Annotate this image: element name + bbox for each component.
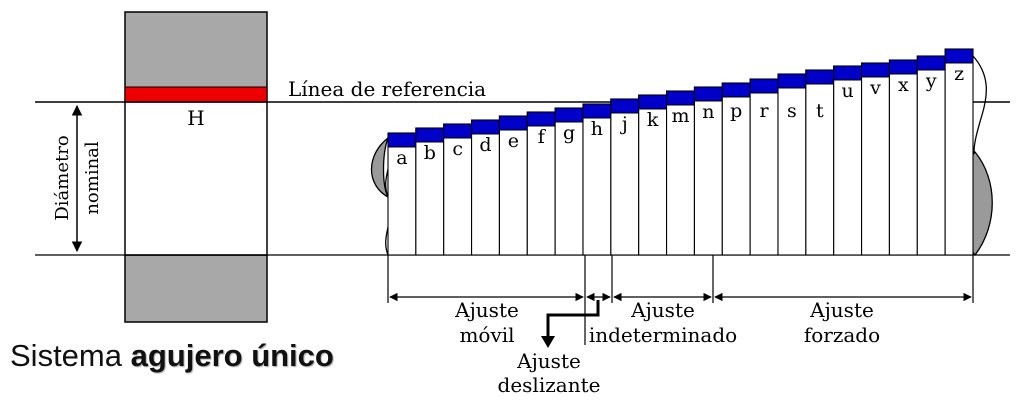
shaft-letter-m: m [671,105,689,127]
tolerance-zone-g [554,107,584,123]
tolerance-zone-e [498,115,528,131]
shaft-tolerance-bars: a b c d e f g h j k m n p r s tu v x y z [387,48,974,256]
shaft-letter-n: n [702,101,714,123]
fit-forzado-line1: Ajuste [809,298,874,322]
shaft-bar-p [721,82,751,256]
shaft-letter-j: j [620,113,628,135]
tolerance-zone-z [944,48,974,64]
shaft-letter-d: d [479,134,491,156]
tolerance-zone-v [861,62,890,78]
shaft-bar-n [693,86,723,256]
tolerance-zone-x [888,59,918,75]
shaft-letter-s: s [787,100,797,122]
tolerance-zone-f [526,111,556,127]
fit-forzado-line2: forzado [804,323,880,347]
shaft-letter-u: u [842,80,854,102]
shaft-letter-r: r [760,100,770,122]
shaft-bar-d [471,119,500,256]
tolerance-zone-j [610,98,640,114]
system-title: Sistema agujero único [10,338,334,374]
shaft-letter-y: y [925,70,937,92]
tolerance-zone-p [721,82,751,98]
shaft-letter-g: g [563,122,575,144]
tolerance-zone-r [749,78,779,94]
fit-indeterminado-line1: Ajuste [630,298,695,322]
shaft-letter-z: z [954,63,964,85]
tolerance-zone-u [833,65,863,81]
shaft-letter-a: a [396,147,407,169]
shaft-letter-v: v [869,77,881,99]
shaft-bar-u [833,65,863,256]
system-title-bold: agujero único [130,338,334,373]
shaft-bar-m [666,90,695,256]
nominal-label-line1: Diámetro [52,135,73,220]
tolerance-zone-a [387,132,417,148]
shaft-letter-c: c [452,138,463,160]
tolerance-zone-c [443,123,473,139]
shaft-letter-f: f [538,126,547,148]
shaft-letter-e: e [508,130,519,152]
shaft-right-outline [972,55,987,161]
nominal-label-line2: nominal [82,141,103,215]
shaft-bar-z [944,48,974,256]
shaft-bar-g [554,107,584,256]
shaft-bar-k [638,94,668,256]
shaft-letter-b: b [424,142,436,164]
shaft-letter-k: k [647,109,659,131]
tolerance-zone-d [471,119,500,135]
tolerance-zone-t [805,69,835,85]
tolerance-zone-m [666,90,695,106]
shaft-letter-h: h [591,118,603,140]
sliding-fit-arrowhead [541,336,555,348]
tolerance-zone-h [582,103,612,119]
tolerance-zone-k [638,94,668,110]
shaft-bar-s [777,73,807,256]
shaft-letter-p: p [730,100,742,122]
fit-indeterminado-line2: indeterminado [589,323,737,347]
tolerance-zone-b [415,127,445,143]
shaft-letter-t: t [816,100,824,122]
sliding-fit-line2: deslizante [498,373,601,397]
fit-movil-line1: Ajuste [454,298,519,322]
sliding-fit-pointer [546,300,600,338]
tolerance-zone-n [693,86,723,102]
tolerance-zone-s [777,73,807,89]
reference-line-label: Línea de referencia [288,77,486,101]
fit-movil-line2: móvil [459,323,514,347]
system-title-prefix: Sistema [10,338,122,373]
tolerance-zone-y [916,55,946,71]
shaft-bar-x [888,59,918,256]
hole-wall-bottom [124,254,268,323]
shaft-bar-c [443,123,473,256]
hole-tolerance-zone [124,86,268,103]
shaft-bar-t [805,69,835,256]
sliding-fit-line1: Ajuste [516,349,581,373]
shaft-letter-x: x [898,74,909,96]
hole-label: H [187,106,204,130]
